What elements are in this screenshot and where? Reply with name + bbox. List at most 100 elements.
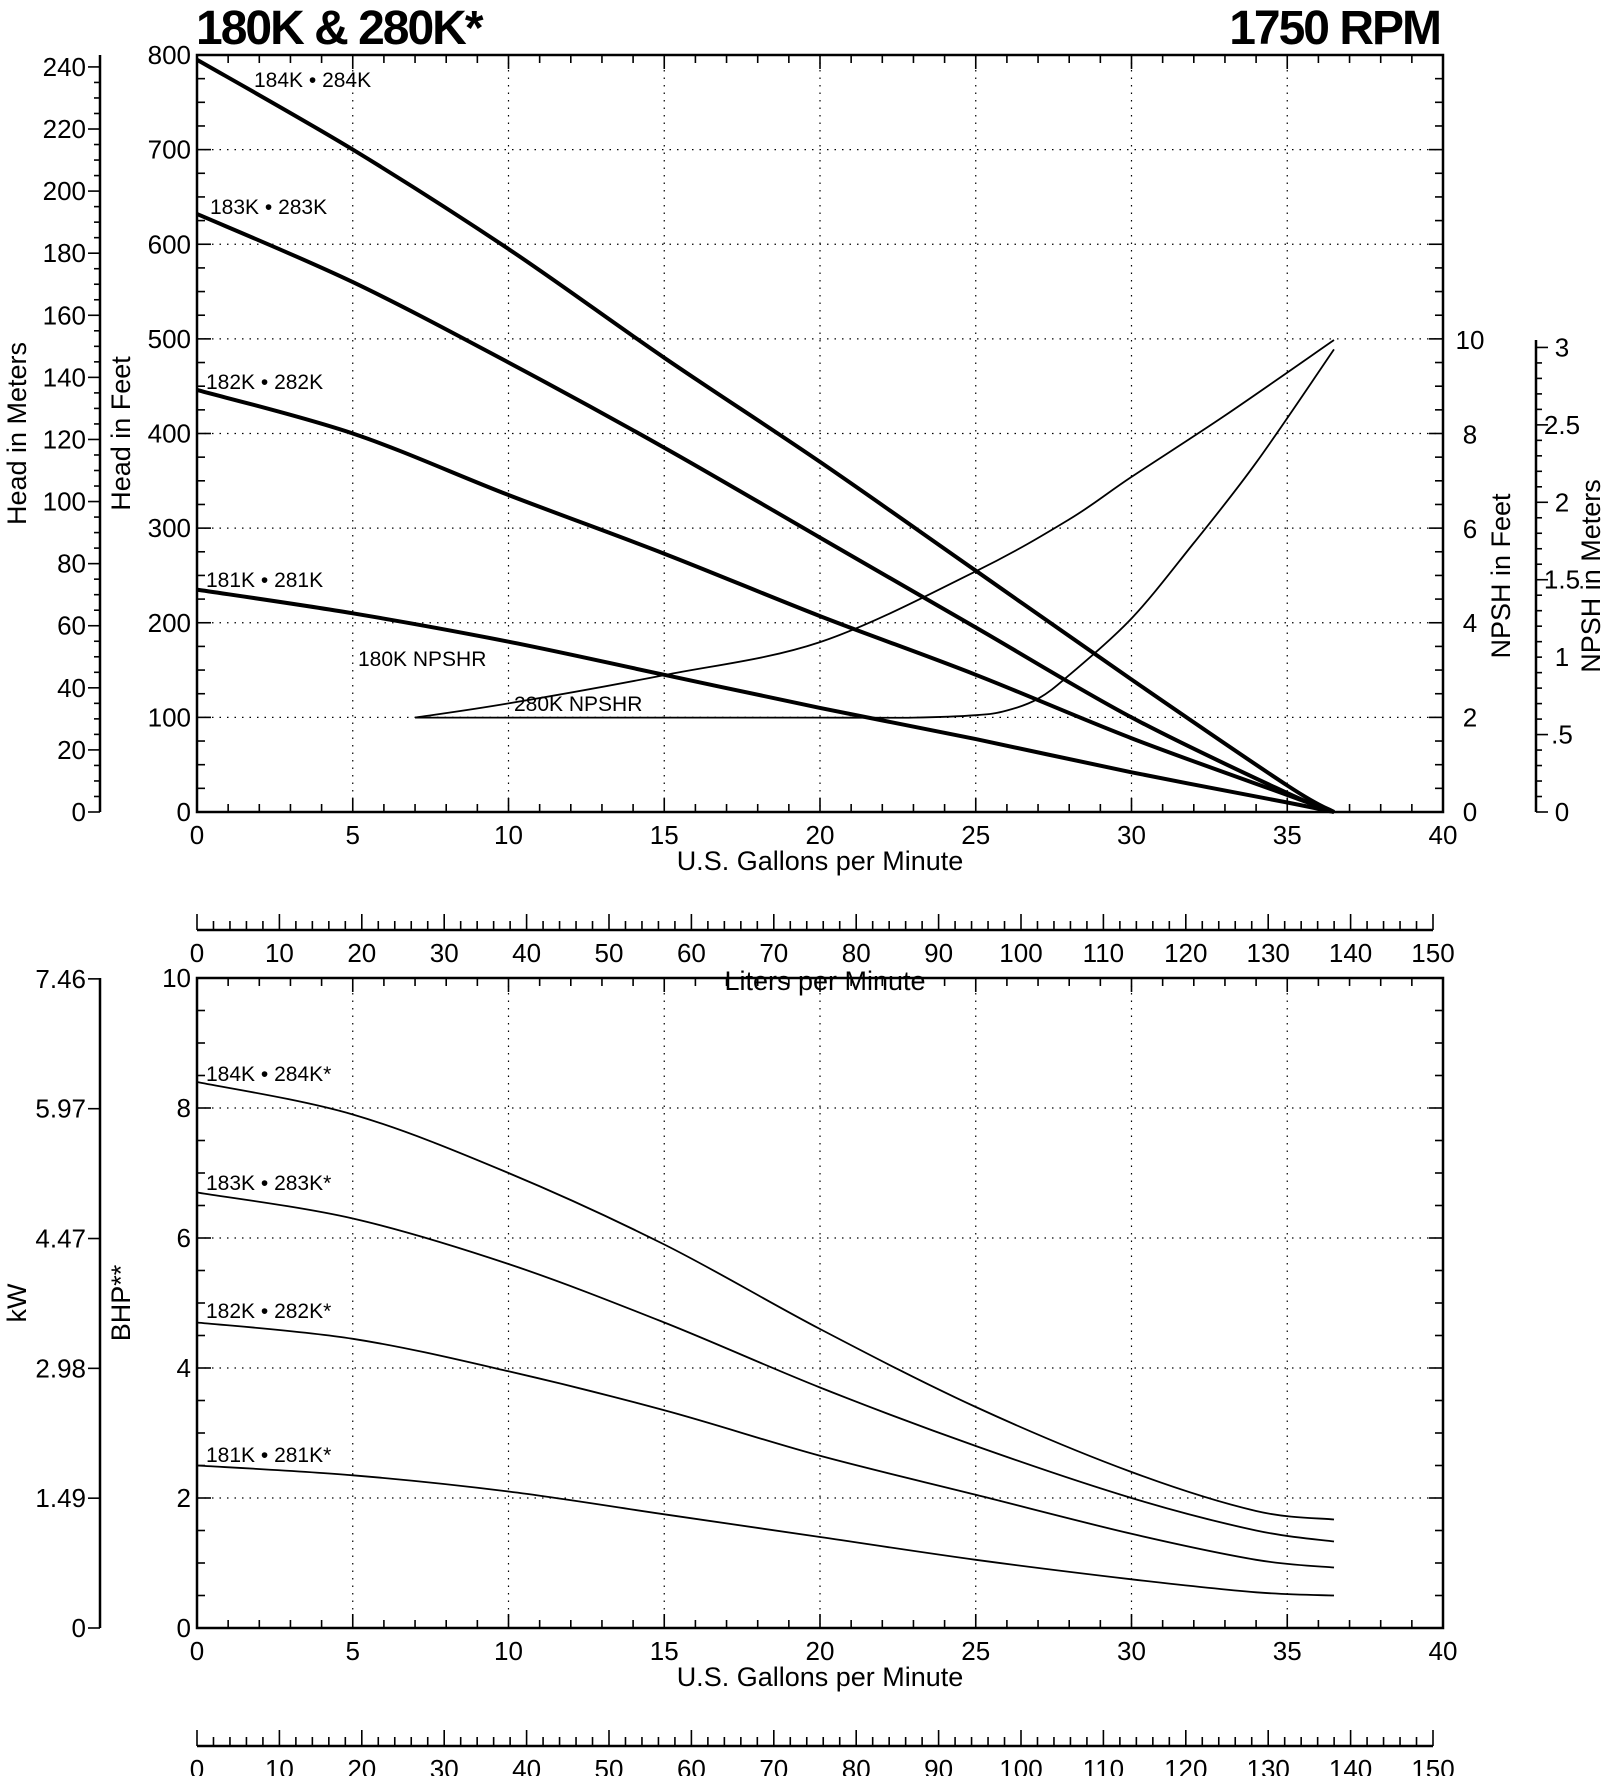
y-tick-label: 300 <box>148 513 191 543</box>
npsh-meters-tick-label: 2 <box>1555 487 1569 517</box>
lpm-tick-label: 10 <box>265 938 294 968</box>
npsh-feet-tick-label: 10 <box>1456 325 1485 355</box>
npsh-meters-tick-label: 2.5 <box>1544 410 1580 440</box>
y-tick-label: 400 <box>148 419 191 449</box>
npsh-meters-title: NPSH in Meters <box>1576 479 1606 673</box>
y-tick-label: 8 <box>177 1093 191 1123</box>
bhp-curve <box>196 1464 1335 1597</box>
npsh-feet-tick-label: 6 <box>1463 514 1477 544</box>
x-tick-label: 30 <box>1117 1636 1146 1666</box>
lpm-tick-label: 40 <box>512 1754 541 1776</box>
y-tick-label: 6 <box>177 1223 191 1253</box>
aux-tick-label: 4.47 <box>35 1224 86 1254</box>
lpm-tick-label: 0 <box>190 1754 204 1776</box>
aux-tick-label: 0 <box>72 797 86 827</box>
x-tick-label: 35 <box>1273 820 1302 850</box>
x-tick-label: 40 <box>1429 1636 1458 1666</box>
npshr-curve <box>414 339 1335 719</box>
series-label: 182K • 282K* <box>206 1300 331 1323</box>
npsh-feet-tick-label: 4 <box>1463 608 1477 638</box>
lpm-tick-label: 90 <box>924 1754 953 1776</box>
lpm-tick-label: 20 <box>347 1754 376 1776</box>
lpm-tick-label: 100 <box>999 1754 1042 1776</box>
x-tick-label: 25 <box>961 1636 990 1666</box>
npsh-meters-tick-label: 0 <box>1555 797 1569 827</box>
aux-tick-label: 100 <box>43 487 86 517</box>
aux-tick-label: 220 <box>43 114 86 144</box>
y-tick-label: 600 <box>148 229 191 259</box>
lpm-tick-label: 0 <box>190 938 204 968</box>
x-tick-label: 35 <box>1273 1636 1302 1666</box>
series-label: 280K NPSHR <box>514 693 642 716</box>
x-axis-title: U.S. Gallons per Minute <box>677 1662 964 1692</box>
aux-tick-label: 180 <box>43 238 86 268</box>
lpm-tick-label: 90 <box>924 938 953 968</box>
lpm-tick-label: 60 <box>677 1754 706 1776</box>
series-label: 180K NPSHR <box>358 648 486 671</box>
aux-tick-label: 120 <box>43 424 86 454</box>
lpm-tick-label: 50 <box>595 938 624 968</box>
lpm-tick-label: 60 <box>677 938 706 968</box>
lpm-tick-label: 80 <box>842 938 871 968</box>
bhp-curve <box>196 1321 1335 1569</box>
x-tick-label: 10 <box>494 1636 523 1666</box>
series-label: 184K • 284K <box>254 69 371 92</box>
y-tick-label: 0 <box>177 1613 191 1643</box>
y-tick-label: 2 <box>177 1483 191 1513</box>
aux-axis-title: Head in Meters <box>2 342 32 525</box>
x-tick-label: 30 <box>1117 820 1146 850</box>
aux-tick-label: 200 <box>43 176 86 206</box>
chart-title: 180K & 280K* <box>196 2 484 55</box>
series-label: 183K • 283K <box>210 196 327 219</box>
lpm-tick-label: 130 <box>1247 1754 1290 1776</box>
x-axis-title: U.S. Gallons per Minute <box>677 846 964 876</box>
lpm-tick-label: 150 <box>1411 938 1454 968</box>
plot-frame <box>195 976 1445 1630</box>
y-axis-title: Head in Feet <box>106 356 136 511</box>
lpm-tick-label: 150 <box>1411 1754 1454 1776</box>
lpm-tick-label: 80 <box>842 1754 871 1776</box>
bhp-curve <box>196 1081 1335 1521</box>
x-tick-label: 10 <box>494 820 523 850</box>
lpm-tick-label: 50 <box>595 1754 624 1776</box>
series-label: 181K • 281K <box>206 569 323 592</box>
plot-frame <box>195 53 1445 814</box>
lpm-tick-label: 70 <box>759 938 788 968</box>
x-tick-label: 15 <box>650 820 679 850</box>
y-tick-label: 4 <box>177 1353 191 1383</box>
x-tick-label: 20 <box>806 1636 835 1666</box>
x-tick-label: 0 <box>190 820 204 850</box>
lpm-tick-label: 120 <box>1164 938 1207 968</box>
aux-tick-label: 240 <box>43 52 86 82</box>
lpm-tick-label: 30 <box>430 938 459 968</box>
npsh-feet-title: NPSH in Feet <box>1486 493 1516 659</box>
aux-tick-label: 0 <box>72 1613 86 1643</box>
x-tick-label: 20 <box>806 820 835 850</box>
aux-axis-title: kW <box>2 1283 32 1323</box>
npsh-meters-tick-label: .5 <box>1551 720 1573 750</box>
x-tick-label: 0 <box>190 1636 204 1666</box>
y-tick-label: 200 <box>148 608 191 638</box>
x-tick-label: 5 <box>346 1636 360 1666</box>
aux-tick-label: 60 <box>57 611 86 641</box>
lpm-axis-title: Liters per Minute <box>724 966 925 996</box>
head-curve <box>196 388 1335 814</box>
y-tick-label: 10 <box>162 963 191 993</box>
chart-speed: 1750 RPM <box>1229 2 1440 55</box>
npsh-meters-tick-label: 3 <box>1555 332 1569 362</box>
y-tick-label: 0 <box>177 797 191 827</box>
lpm-tick-label: 30 <box>430 1754 459 1776</box>
npshr-curve <box>415 348 1335 719</box>
npsh-feet-tick-label: 0 <box>1463 797 1477 827</box>
lpm-tick-label: 70 <box>759 1754 788 1776</box>
aux-tick-label: 5.97 <box>35 1094 86 1124</box>
aux-tick-label: 140 <box>43 362 86 392</box>
aux-tick-label: 80 <box>57 549 86 579</box>
y-tick-label: 500 <box>148 324 191 354</box>
head-npsh-chart: 0 5 10 15 20 25 30 35 40U.S. Gallons per Minute0… <box>2 40 1606 996</box>
lpm-tick-label: 40 <box>512 938 541 968</box>
y-tick-label: 800 <box>148 40 191 70</box>
lpm-tick-label: 20 <box>347 938 376 968</box>
lpm-tick-label: 100 <box>999 938 1042 968</box>
